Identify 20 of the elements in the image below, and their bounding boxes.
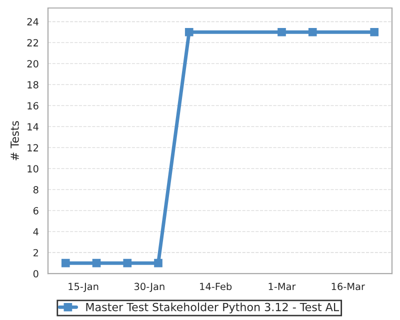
x-tick-label: 30-Jan: [134, 282, 164, 292]
x-tick-label: 1-Mar: [268, 282, 296, 290]
y-tick-label: 18: [28, 81, 38, 88]
y-tick-label: 22: [27, 39, 38, 46]
y-tick-label: 6: [33, 207, 38, 214]
y-axis-title: # Tests: [10, 121, 19, 160]
y-tick-label: 16: [28, 102, 38, 110]
x-tick-label: 15-Jan: [68, 282, 98, 292]
legend-label: Master Test Stakeholder Python 3.12 - Test AL: [86, 302, 340, 314]
y-tick-label: 12: [28, 144, 38, 152]
y-tick-label: 2: [34, 249, 38, 256]
x-tick-label: 14-Feb: [200, 282, 232, 290]
y-tick-label: 20: [27, 60, 38, 68]
y-tick-label: 4: [33, 228, 38, 236]
y-tick-label: 0: [33, 270, 38, 278]
y-tick-label: 24: [27, 18, 38, 26]
y-tick-label: 8: [33, 186, 38, 194]
y-tick-label: 14: [28, 123, 38, 130]
x-tick-label: 16-Mar: [332, 282, 366, 290]
y-tick-label: 10: [28, 165, 38, 172]
